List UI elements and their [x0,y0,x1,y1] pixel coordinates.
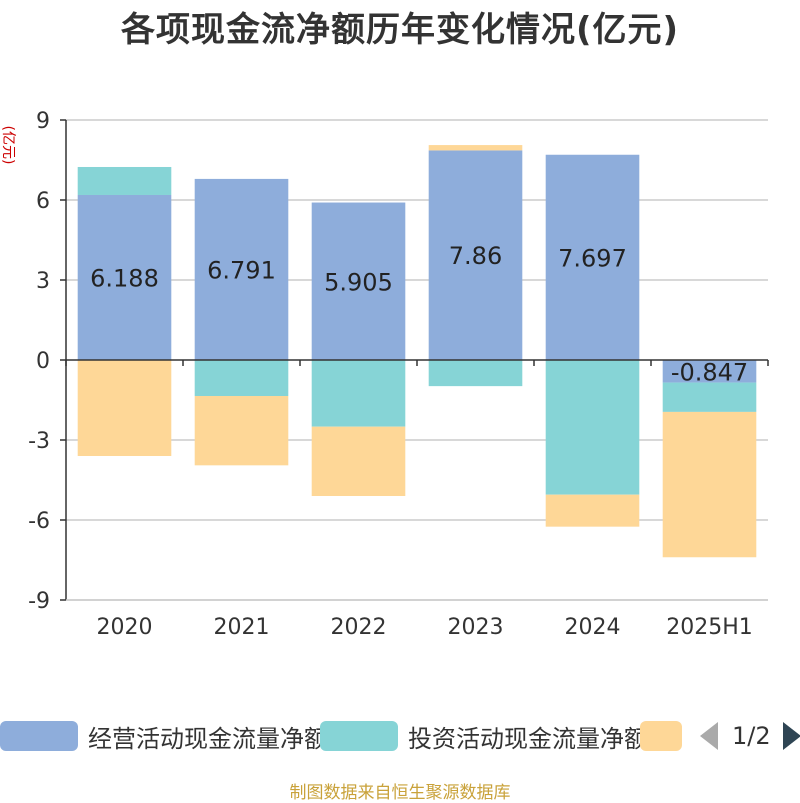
data-label: 6.188 [90,264,159,292]
bar-segment[interactable] [662,411,757,558]
data-label: 5.905 [324,268,393,296]
x-tick-label: 2020 [97,615,153,640]
y-axis-title: (亿元) [0,126,16,165]
y-tick-label: -6 [28,509,50,534]
bar-segment[interactable] [428,145,523,151]
bar-segment[interactable] [194,396,289,466]
bar-segment[interactable] [194,360,289,396]
bar-segment[interactable] [311,426,406,496]
bar-segment[interactable] [545,154,640,360]
bars [77,145,757,558]
legend-item-investing[interactable]: 投资活动现金流量净额 [320,716,648,756]
legend-item-operating[interactable]: 经营活动现金流量净额 [0,716,328,756]
x-tick-label: 2024 [565,615,621,640]
axes: -9 -6 -3 0 3 6 9 2020 2021 2022 2023 2024 2025H1 [28,109,769,640]
bar-segment[interactable] [311,202,406,360]
x-tick-label: 2025H1 [666,615,753,640]
x-tick-label: 2022 [331,615,387,640]
bar-segment[interactable] [77,166,172,195]
data-labels: 6.188 6.791 5.905 7.86 7.697 -0.847 [90,242,748,386]
y-tick-label: 3 [36,269,50,294]
bar-segment[interactable] [662,360,757,383]
data-label: 6.791 [207,256,276,284]
data-label: 7.86 [449,242,502,270]
chart-title: 各项现金流净额历年变化情况(亿元) [120,10,680,50]
legend-swatch-investing [320,721,398,751]
bar-segment[interactable] [428,150,523,360]
x-tick-label: 2023 [448,615,504,640]
legend-swatch-financing [640,721,682,751]
legend-swatch-operating [0,721,78,751]
bar-segment[interactable] [662,382,757,412]
y-tick-label: 0 [36,349,50,374]
bar-segment[interactable] [428,360,523,387]
bar-segment[interactable] [194,178,289,360]
bar-segment[interactable] [311,360,406,427]
legend-pager: 1/2 [700,716,800,756]
y-tick-label: -9 [28,589,50,614]
bar-segment[interactable] [77,360,172,456]
y-tick-label: 6 [36,189,50,214]
data-label: -0.847 [671,358,748,386]
legend-page-indicator: 1/2 [732,722,771,750]
x-tick-label: 2021 [214,615,270,640]
bar-segment[interactable] [545,494,640,527]
y-tick-label: 9 [36,109,50,134]
bar-segment[interactable] [545,360,640,495]
bar-segment[interactable] [77,194,172,360]
legend-label-investing: 投资活动现金流量净额 [408,724,648,753]
legend-item-financing[interactable] [640,716,682,756]
source-note: 制图数据来自恒生聚源数据库 [289,783,511,803]
legend-label-operating: 经营活动现金流量净额 [88,724,328,753]
legend-next-arrow-icon[interactable] [782,722,800,750]
y-tick-label: -3 [28,429,50,454]
legend: 经营活动现金流量净额 投资活动现金流量净额 [0,716,800,756]
legend-prev-arrow-icon[interactable] [700,722,718,750]
data-label: 7.697 [558,244,627,272]
